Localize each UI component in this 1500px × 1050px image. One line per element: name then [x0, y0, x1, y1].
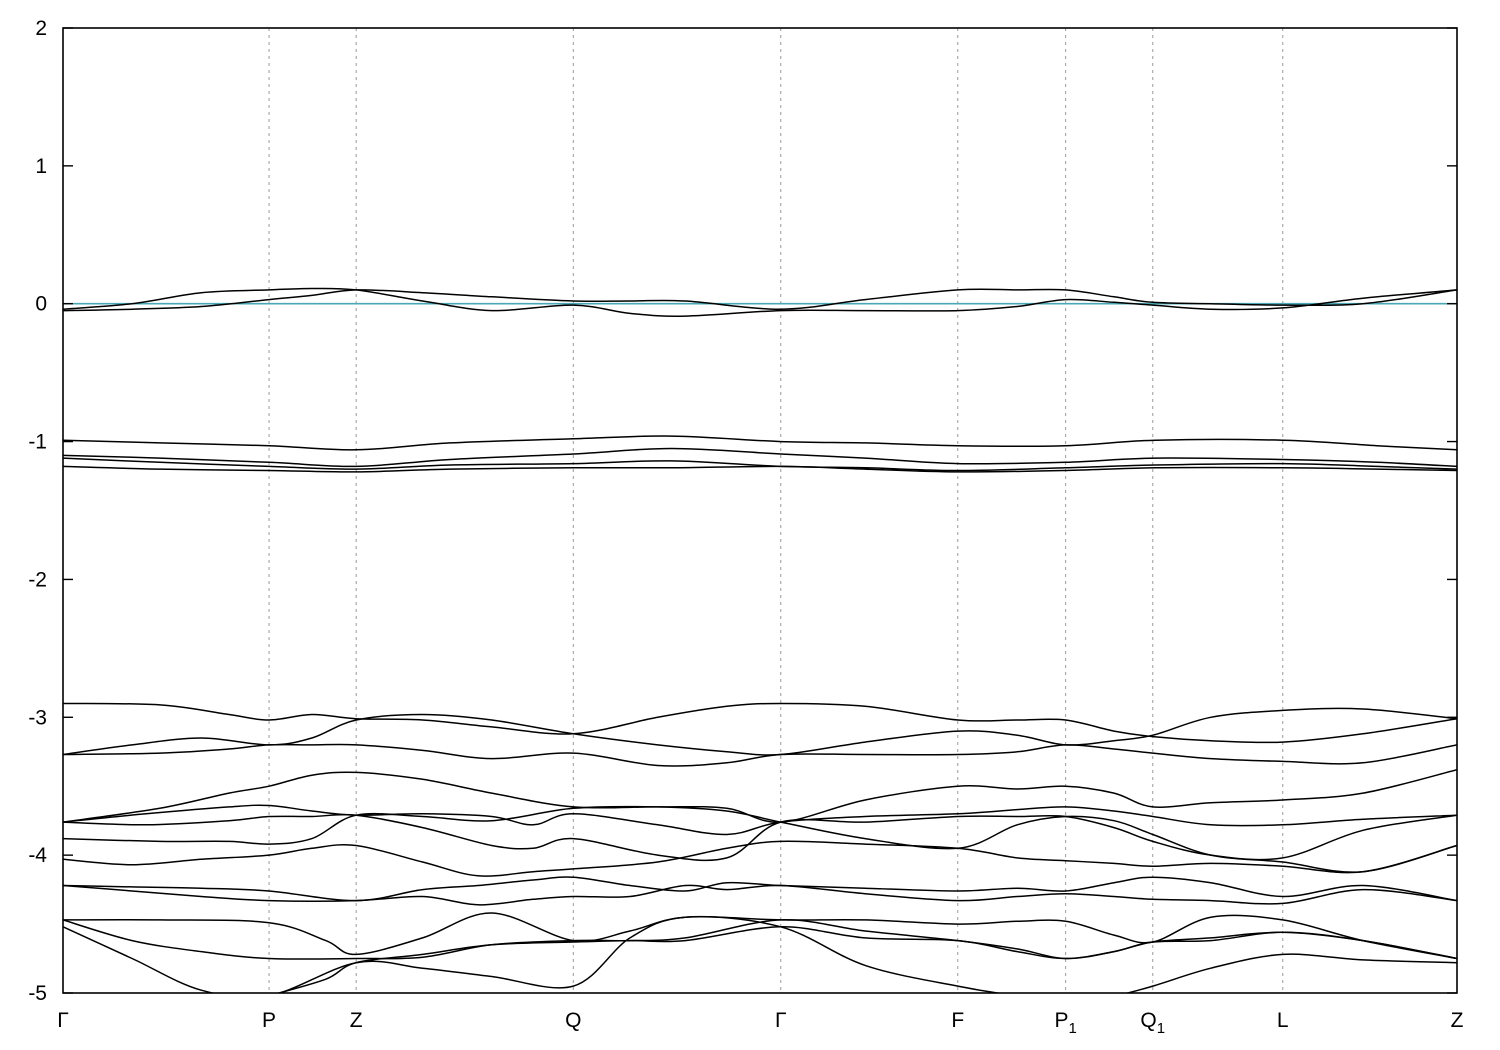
band-line-18 [63, 919, 1457, 960]
band-line-14 [63, 840, 1457, 877]
x-tick-label: P1 [1054, 1009, 1076, 1037]
y-tick-label: 2 [35, 17, 47, 40]
band-line-15 [63, 876, 1457, 902]
y-tick-label: -5 [28, 982, 47, 1005]
band-line-11 [63, 804, 1457, 836]
kpoint-gridlines [268, 28, 1284, 993]
x-axis: Γ P Z Q Γ F P1 Q1 L Z [57, 1009, 1463, 1037]
x-tick-label: P [262, 1009, 276, 1032]
band-line-12 [63, 813, 1457, 862]
band-line-16 [63, 884, 1457, 906]
bands-layer [63, 287, 1457, 993]
y-tick-label: -3 [28, 706, 47, 729]
y-tick-label: 0 [35, 293, 47, 316]
y-axis: 2 1 0 -1 -2 -3 -4 -5 [28, 17, 1457, 1005]
y-tick-label: 1 [35, 155, 47, 178]
band-line-3 [63, 435, 1457, 451]
x-tick-label: Γ [775, 1009, 787, 1032]
x-tick-label: L [1277, 1009, 1289, 1032]
x-tick-label: Γ [57, 1009, 69, 1032]
x-tick-label: Z [1451, 1009, 1464, 1032]
band-line-6 [63, 465, 1457, 473]
band-line-8 [63, 707, 1457, 756]
band-line-9 [63, 743, 1457, 767]
band-line-10 [63, 768, 1457, 823]
band-line-1 [63, 288, 1457, 312]
band-line-19 [63, 915, 1457, 993]
x-tick-label: Q1 [1140, 1009, 1165, 1037]
y-tick-label: -2 [28, 568, 47, 591]
x-tick-label: Q [565, 1009, 581, 1032]
band-line-4 [63, 447, 1457, 468]
band-line-2 [63, 287, 1457, 317]
band-line-7 [63, 702, 1457, 744]
band-line-20 [276, 926, 1457, 993]
y-tick-label: -1 [28, 431, 47, 454]
x-tick-label: F [951, 1009, 964, 1032]
x-tick-label: Z [350, 1009, 363, 1032]
y-tick-label: -4 [28, 844, 47, 867]
band-line-5 [63, 457, 1457, 472]
plot-frame [62, 27, 1458, 994]
band-line-13 [63, 805, 1457, 873]
